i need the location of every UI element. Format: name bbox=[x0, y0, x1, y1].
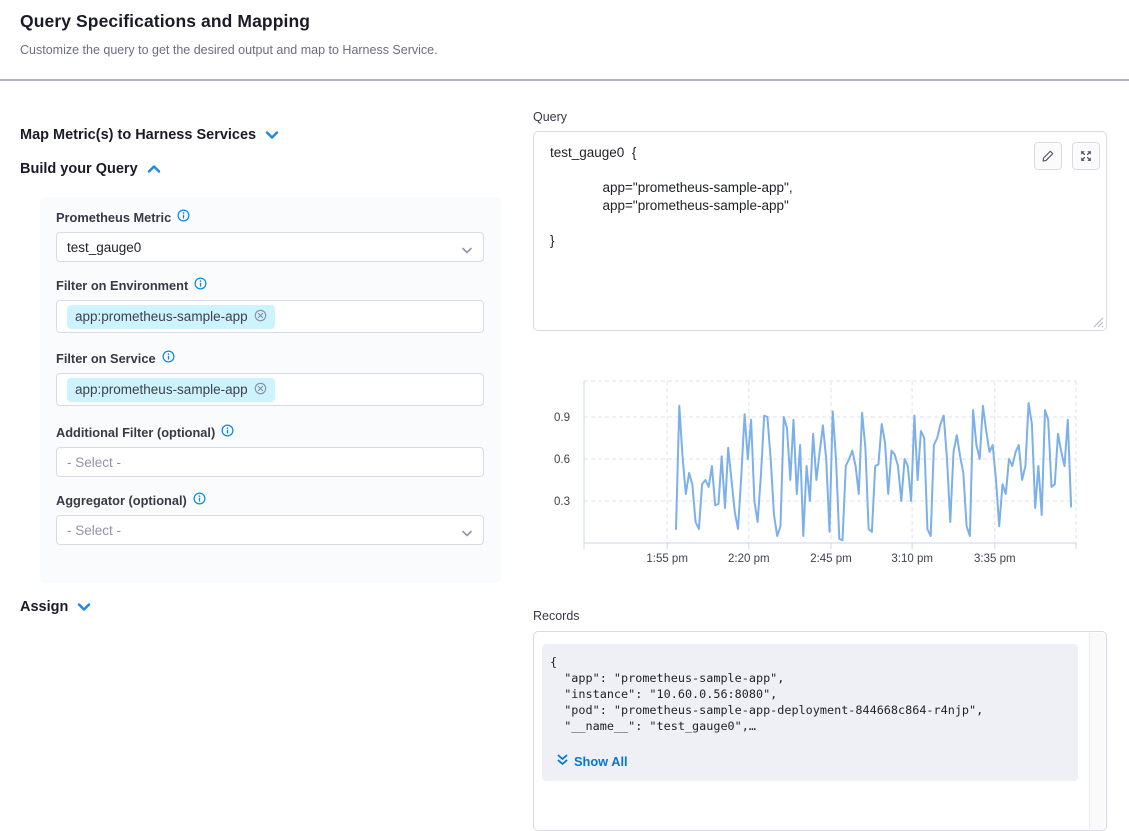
remove-tag-icon[interactable] bbox=[254, 382, 267, 398]
record-item: { "app": "prometheus-sample-app", "insta… bbox=[542, 644, 1078, 781]
filter-environment-input[interactable]: app:prometheus-sample-app bbox=[56, 300, 484, 333]
records-panel: { "app": "prometheus-sample-app", "insta… bbox=[533, 631, 1107, 831]
page-title: Query Specifications and Mapping bbox=[20, 11, 311, 31]
svg-text:3:35 pm: 3:35 pm bbox=[974, 553, 1016, 565]
pencil-icon bbox=[1042, 150, 1054, 162]
section-build-query[interactable]: Build your Query bbox=[20, 161, 161, 177]
svg-text:2:20 pm: 2:20 pm bbox=[728, 553, 770, 565]
additional-filter-input[interactable]: - Select - bbox=[56, 447, 484, 477]
query-panel-label: Query bbox=[533, 110, 568, 124]
resize-handle-icon[interactable] bbox=[1091, 315, 1104, 328]
environment-filter-chip[interactable]: app:prometheus-sample-app bbox=[67, 304, 275, 329]
show-all-label: Show All bbox=[574, 754, 628, 769]
info-icon[interactable] bbox=[177, 209, 190, 225]
chevron-down-icon bbox=[265, 130, 279, 140]
additional-filter-placeholder: - Select - bbox=[67, 454, 122, 470]
field-filter-service: Filter on Service app:prometheus-sample-… bbox=[56, 350, 484, 406]
field-filter-environment: Filter on Environment app:prometheus-sam… bbox=[56, 277, 484, 333]
expand-query-button[interactable] bbox=[1072, 142, 1100, 170]
info-icon[interactable] bbox=[194, 277, 207, 293]
records-scrollbar[interactable] bbox=[1089, 633, 1105, 829]
aggregator-placeholder: - Select - bbox=[67, 522, 122, 538]
chevron-up-icon bbox=[147, 164, 161, 174]
fullscreen-icon bbox=[1081, 151, 1091, 161]
svg-text:0.6: 0.6 bbox=[554, 454, 570, 466]
query-editor[interactable]: test_gauge0 { app="prometheus-sample-app… bbox=[533, 131, 1107, 331]
info-icon[interactable] bbox=[193, 492, 206, 508]
svg-text:0.3: 0.3 bbox=[554, 496, 570, 508]
info-icon[interactable] bbox=[221, 424, 234, 440]
header-divider bbox=[0, 79, 1129, 81]
remove-tag-icon[interactable] bbox=[254, 309, 267, 325]
environment-filter-chip-label: app:prometheus-sample-app bbox=[75, 309, 248, 324]
record-json: { "app": "prometheus-sample-app", "insta… bbox=[550, 655, 984, 733]
section-assign[interactable]: Assign bbox=[20, 599, 91, 615]
chevron-down-icon bbox=[461, 525, 473, 543]
section-map-metrics-label: Map Metric(s) to Harness Services bbox=[20, 127, 257, 143]
field-prometheus-metric: Prometheus Metric test_gauge0 bbox=[56, 209, 484, 262]
section-assign-label: Assign bbox=[20, 599, 69, 615]
svg-text:0.9: 0.9 bbox=[554, 412, 570, 424]
prometheus-metric-label: Prometheus Metric bbox=[56, 209, 172, 225]
service-filter-chip[interactable]: app:prometheus-sample-app bbox=[67, 377, 275, 402]
svg-text:2:45 pm: 2:45 pm bbox=[810, 553, 852, 565]
svg-text:1:55 pm: 1:55 pm bbox=[646, 553, 688, 565]
page-subtitle: Customize the query to get the desired o… bbox=[20, 43, 438, 57]
chevron-down-icon bbox=[461, 242, 473, 260]
query-code[interactable]: test_gauge0 { app="prometheus-sample-app… bbox=[550, 145, 793, 248]
section-map-metrics[interactable]: Map Metric(s) to Harness Services bbox=[20, 127, 279, 143]
chevron-down-icon bbox=[77, 602, 91, 612]
prometheus-metric-value: test_gauge0 bbox=[67, 239, 142, 255]
info-icon[interactable] bbox=[162, 350, 175, 366]
aggregator-label: Aggregator (optional) bbox=[56, 492, 187, 508]
prometheus-metric-select[interactable]: test_gauge0 bbox=[56, 232, 484, 262]
build-query-form: Prometheus Metric test_gauge0 Filter on … bbox=[40, 197, 501, 583]
edit-query-button[interactable] bbox=[1034, 142, 1062, 170]
filter-service-label: Filter on Service bbox=[56, 350, 156, 366]
service-filter-chip-label: app:prometheus-sample-app bbox=[75, 382, 248, 397]
aggregator-select[interactable]: - Select - bbox=[56, 515, 484, 545]
svg-text:3:10 pm: 3:10 pm bbox=[891, 553, 933, 565]
filter-environment-label: Filter on Environment bbox=[56, 277, 189, 293]
line-chart-svg: 0.3 0.6 0.9 1:55 pm 2:20 pm 2:45 pm 3:10 pm 3:3… bbox=[554, 380, 1077, 565]
records-panel-label: Records bbox=[533, 609, 580, 623]
double-chevron-down-icon bbox=[557, 754, 568, 769]
field-additional-filter: Additional Filter (optional) - Select - bbox=[56, 424, 484, 477]
metric-preview-chart: 0.3 0.6 0.9 1:55 pm 2:20 pm 2:45 pm 3:10 pm 3:3… bbox=[533, 371, 1082, 571]
section-build-query-label: Build your Query bbox=[20, 161, 138, 177]
field-aggregator: Aggregator (optional) - Select - bbox=[56, 492, 484, 545]
filter-service-input[interactable]: app:prometheus-sample-app bbox=[56, 373, 484, 406]
show-all-button[interactable]: Show All bbox=[557, 754, 628, 769]
additional-filter-label: Additional Filter (optional) bbox=[56, 424, 216, 440]
